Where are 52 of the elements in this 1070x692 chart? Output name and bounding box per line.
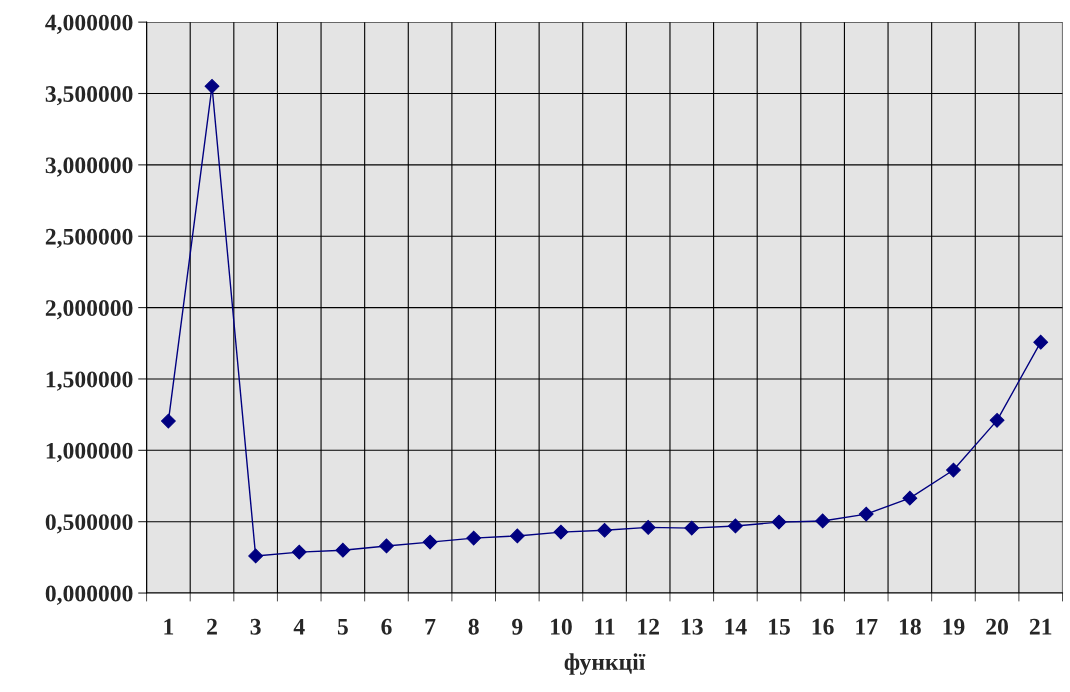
point xyxy=(815,513,831,529)
x-tick-label: 9 xyxy=(512,618,523,635)
x-tick-label: 2 xyxy=(207,618,217,635)
x-tick-label: 4 xyxy=(293,618,305,635)
x-tick-label: 17 xyxy=(856,618,878,635)
x-tick-label: 13 xyxy=(681,618,703,635)
point xyxy=(946,462,961,478)
point xyxy=(858,506,874,522)
point xyxy=(902,490,918,506)
y-tick-label: 4,000000 xyxy=(45,14,133,34)
y-tick-label: 2,000000 xyxy=(45,300,133,320)
point xyxy=(509,528,525,544)
point xyxy=(161,413,176,429)
x-tick-label: 8 xyxy=(468,618,479,635)
x-tick-label: 5 xyxy=(337,618,348,635)
x-tick-label: 3 xyxy=(250,618,261,635)
point xyxy=(422,534,438,550)
point xyxy=(291,544,307,560)
y-tick-label: 3,500000 xyxy=(45,86,133,106)
point xyxy=(728,518,743,534)
y-tick-label: 3,000000 xyxy=(45,157,133,177)
point xyxy=(597,522,612,538)
y-tick-label: 1,000000 xyxy=(46,442,133,463)
x-tick-label: 16 xyxy=(812,618,834,635)
x-tick-label: 1 xyxy=(164,618,174,635)
point xyxy=(248,548,264,564)
x-tick-label: 6 xyxy=(381,618,392,635)
point xyxy=(1033,334,1049,350)
point xyxy=(335,542,351,558)
x-tick-label: 20 xyxy=(986,618,1008,635)
x-tick-label: 21 xyxy=(1029,618,1052,635)
x-tick-label: 18 xyxy=(899,618,921,635)
y-tick-label: 0,500000 xyxy=(45,514,133,534)
x-tick-label: 15 xyxy=(769,618,790,635)
y-tick-label: 0,000000 xyxy=(45,585,133,605)
point xyxy=(640,520,656,535)
x-tick-label: 11 xyxy=(595,618,615,635)
x-axis-title: функції xyxy=(564,653,646,675)
x-tick-label: 10 xyxy=(551,618,572,635)
point xyxy=(466,530,482,546)
point xyxy=(379,538,394,554)
point xyxy=(553,524,569,540)
x-tick-label: 19 xyxy=(943,618,965,635)
point xyxy=(989,412,1005,428)
point xyxy=(684,520,700,536)
y-tick-label: 1,500000 xyxy=(46,371,133,391)
point xyxy=(204,78,220,94)
x-tick-label: 14 xyxy=(725,618,747,635)
y-tick-label: 2,500000 xyxy=(45,228,133,249)
point xyxy=(771,514,787,530)
x-tick-label: 7 xyxy=(425,618,436,635)
x-tick-label: 12 xyxy=(638,618,659,635)
